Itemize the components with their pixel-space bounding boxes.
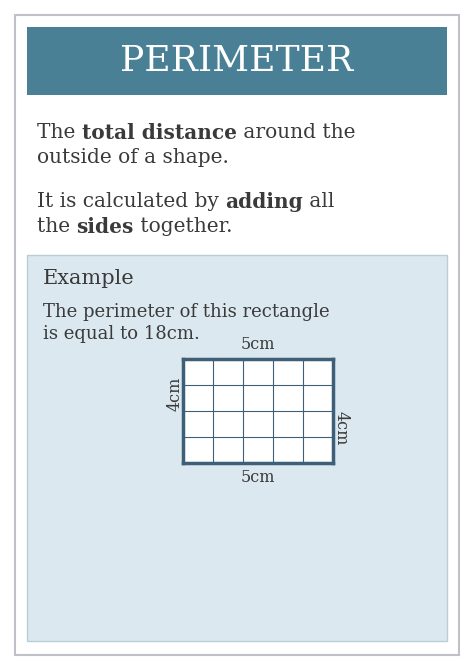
Text: outside of a shape.: outside of a shape. <box>37 148 229 167</box>
FancyBboxPatch shape <box>27 27 447 95</box>
Text: 5cm: 5cm <box>241 469 275 486</box>
Text: adding: adding <box>225 192 303 212</box>
Text: The perimeter of this rectangle: The perimeter of this rectangle <box>43 303 329 321</box>
Text: is equal to 18cm.: is equal to 18cm. <box>43 325 200 343</box>
Text: sides: sides <box>76 217 134 237</box>
Text: It is calculated by: It is calculated by <box>37 192 225 211</box>
Text: together.: together. <box>134 217 232 236</box>
Text: The: The <box>37 123 82 142</box>
Text: the: the <box>37 217 76 236</box>
Text: total distance: total distance <box>82 123 237 143</box>
Text: around the: around the <box>237 123 355 142</box>
FancyBboxPatch shape <box>15 15 459 655</box>
Text: 4cm: 4cm <box>166 377 183 411</box>
Text: all: all <box>303 192 334 211</box>
Text: Example: Example <box>43 269 135 288</box>
Text: 4cm: 4cm <box>332 411 349 446</box>
FancyBboxPatch shape <box>27 255 447 641</box>
Text: 5cm: 5cm <box>241 336 275 353</box>
Bar <box>183 359 333 463</box>
Text: PERIMETER: PERIMETER <box>120 44 354 78</box>
